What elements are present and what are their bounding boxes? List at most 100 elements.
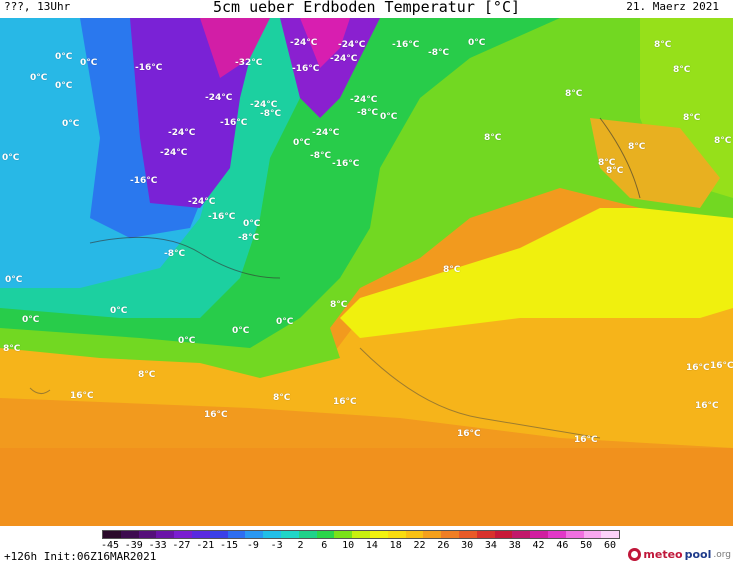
scale-tick-label: 2 — [297, 540, 304, 551]
isotherm-label: -16°C — [392, 40, 420, 50]
scale-tick-label: 60 — [603, 540, 617, 551]
logo-text-1: meteo — [643, 548, 683, 561]
coastline-1 — [89, 236, 281, 279]
isotherm-label: 0°C — [293, 138, 311, 148]
isotherm-label: 8°C — [565, 89, 583, 99]
scale-swatch — [103, 531, 121, 538]
scale-tick-label: 46 — [556, 540, 569, 551]
isotherm-label: 8°C — [683, 113, 701, 123]
isotherm-label: -16°C — [292, 64, 320, 74]
scale-tick-label: 18 — [389, 540, 402, 551]
isotherm-label: -8°C — [260, 109, 282, 119]
isotherm-label: 16°C — [333, 397, 357, 407]
scale-swatch — [565, 531, 584, 538]
scale-tick-label: -45 — [100, 540, 120, 551]
isotherm-label: 8°C — [673, 65, 691, 75]
isotherm-label: 8°C — [628, 142, 646, 152]
isotherm-label: 0°C — [55, 52, 73, 62]
scale-tick-label: -39 — [124, 540, 143, 551]
scale-tick-label: -9 — [246, 540, 259, 551]
isotherm-label: 8°C — [3, 344, 21, 354]
isotherm-label: 16°C — [574, 435, 598, 445]
scale-swatch — [405, 531, 424, 538]
scale-swatch — [441, 531, 459, 538]
isotherm-label: 8°C — [330, 300, 348, 310]
scale-swatch — [138, 531, 157, 538]
scale-swatch — [316, 531, 335, 538]
isotherm-label: -24°C — [350, 95, 378, 105]
scale-tick-label: 14 — [365, 540, 378, 551]
isotherm-label: 0°C — [22, 315, 40, 325]
scale-swatch — [298, 531, 317, 538]
isotherm-label: 8°C — [598, 158, 616, 168]
isotherm-label: 0°C — [380, 112, 398, 122]
isotherm-label: 16°C — [70, 391, 94, 401]
band-purple-east — [280, 18, 380, 118]
scale-tick-label: 50 — [580, 540, 593, 551]
header-left: ???, 13Uhr — [4, 0, 71, 13]
isotherm-label: 0°C — [178, 336, 196, 346]
isotherm-label: 8°C — [443, 265, 461, 275]
isotherm-label: 16°C — [686, 363, 710, 373]
isotherm-label: 0°C — [5, 275, 23, 285]
scale-tick-label: -15 — [220, 540, 239, 551]
scale-swatch — [583, 531, 602, 538]
scale-swatch — [120, 531, 139, 538]
isotherm-label: 0°C — [110, 306, 128, 316]
scale-tick-label: -27 — [172, 540, 191, 551]
isotherm-label: -8°C — [164, 249, 186, 259]
isotherm-label: 0°C — [62, 119, 80, 129]
valid-date: 21. Maerz 2021 — [626, 0, 719, 13]
map-canvas — [0, 18, 733, 526]
coastline-3 — [599, 117, 641, 199]
isotherm-label: -8°C — [428, 48, 450, 58]
band-magenta — [200, 18, 270, 78]
scale-swatch — [263, 531, 281, 538]
isotherm-label: 0°C — [55, 81, 73, 91]
isotherm-label: 0°C — [232, 326, 250, 336]
scale-swatch — [245, 531, 264, 538]
isotherm-label: 0°C — [243, 219, 261, 229]
color-scale-ticks: -45 -39 -33 -27 -21 -15 -9 -3 2 6 10 14 18 22 26 30 34 38… — [100, 540, 620, 552]
isotherm-label: 0°C — [2, 153, 20, 163]
band-magenta-east — [300, 18, 350, 68]
scale-swatch — [387, 531, 406, 538]
scale-swatch — [334, 531, 353, 538]
map-title: 5cm ueber Erdboden Temperatur [°C] — [212, 0, 521, 16]
isotherm-label: -24°C — [205, 93, 233, 103]
isotherm-label: 0°C — [30, 73, 48, 83]
scale-swatch — [601, 531, 620, 538]
isotherm-label: 8°C — [654, 40, 672, 50]
isotherm-label: 0°C — [468, 38, 486, 48]
scale-swatch — [209, 531, 228, 538]
scale-tick-label: -3 — [270, 540, 283, 551]
band-south — [0, 448, 733, 526]
scale-swatch — [530, 531, 548, 538]
isotherm-label: -16°C — [208, 212, 236, 222]
logo-text-3: .org — [713, 549, 731, 560]
isotherm-label: -24°C — [188, 197, 216, 207]
logo-text-2: pool — [684, 548, 712, 561]
scale-swatch — [156, 531, 175, 538]
scale-tick-label: 30 — [461, 540, 474, 551]
scale-swatch — [494, 531, 513, 538]
meteopool-logo: meteo pool .org — [628, 548, 731, 561]
scale-tick-label: 6 — [321, 540, 328, 551]
scale-swatch — [476, 531, 495, 538]
isotherm-label: -16°C — [220, 118, 248, 128]
isotherm-label: -24°C — [330, 54, 358, 64]
scale-tick-label: -21 — [196, 540, 215, 551]
isotherm-label: 8°C — [606, 166, 624, 176]
scale-tick-label: 22 — [413, 540, 426, 551]
scale-tick-label: 42 — [532, 540, 545, 551]
scale-swatch — [458, 531, 477, 538]
isotherm-label: 16°C — [204, 410, 228, 420]
scale-swatch — [227, 531, 246, 538]
scale-swatch — [547, 531, 566, 538]
isotherm-label: -16°C — [135, 63, 163, 73]
isotherm-label: -8°C — [357, 108, 379, 118]
scale-tick-label: -33 — [148, 540, 167, 551]
band-yellow — [340, 208, 733, 338]
isotherm-label: -24°C — [338, 40, 366, 50]
scale-swatch — [280, 531, 299, 538]
